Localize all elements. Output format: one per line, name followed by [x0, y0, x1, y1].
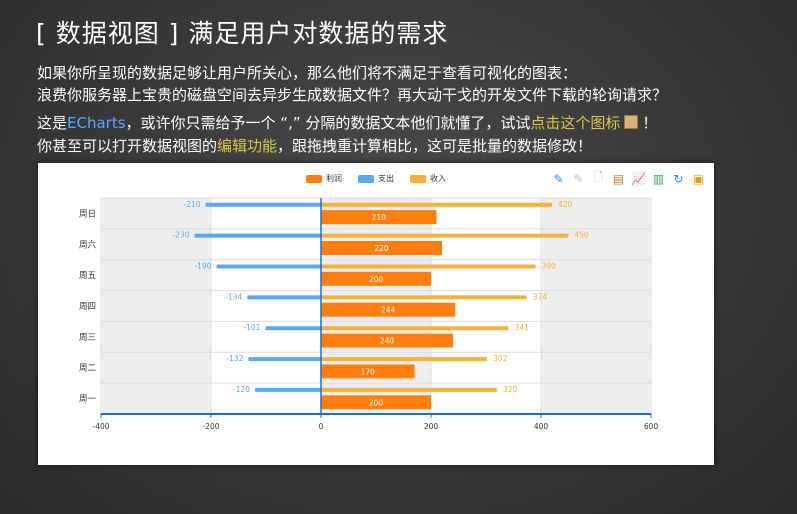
- expense-bar: [255, 387, 321, 392]
- category-label: 周日: [79, 209, 96, 219]
- legend-swatch: [306, 174, 322, 183]
- income-label: 341: [515, 323, 530, 332]
- legend-swatch: [410, 174, 426, 183]
- income-bar: [321, 202, 552, 207]
- profit-label: 240: [380, 337, 395, 346]
- expense-label: -132: [226, 354, 243, 363]
- profit-bar: [321, 333, 453, 348]
- edit-feature-link[interactable]: 编辑功能: [217, 137, 278, 155]
- expense-label: -101: [243, 323, 260, 332]
- legend-label: 利润: [326, 174, 342, 183]
- expense-bar: [265, 326, 321, 331]
- expense-bar: [205, 202, 321, 207]
- expense-label: -190: [194, 262, 211, 271]
- slide-title: [ 数据视图 ] 满足用户对数据的需求: [36, 19, 449, 48]
- split-area: [211, 198, 321, 414]
- legend-label: 收入: [430, 174, 446, 183]
- legend-item[interactable]: 收入: [410, 173, 446, 184]
- category-label: 周二: [79, 364, 97, 374]
- income-bar: [321, 326, 509, 331]
- try-icon-link[interactable]: 点击这个图标: [530, 114, 621, 132]
- profit-label: 244: [381, 306, 396, 315]
- legend-label: 支出: [378, 174, 394, 183]
- income-bar: [321, 264, 536, 269]
- mark-undo-icon[interactable]: ✎: [573, 171, 584, 186]
- expense-bar: [247, 295, 321, 300]
- x-tick-label: 400: [534, 422, 549, 431]
- expense-label: -230: [172, 231, 189, 240]
- category-label: 周五: [79, 271, 97, 281]
- intro-line-4-start: 你甚至可以打开数据视图的: [37, 137, 218, 155]
- mark-clear-icon[interactable]: 🗋: [593, 170, 604, 184]
- intro-line-3-end: ！: [642, 114, 658, 132]
- x-tick-label: 600: [644, 422, 659, 431]
- chart-toolbox: ✎ ✎ 🗋 ▤ 📈 ▥ ↻ ▣: [551, 170, 706, 186]
- profit-bar: [321, 210, 437, 225]
- save-image-icon[interactable]: ▣: [692, 171, 705, 186]
- profit-label: 170: [361, 367, 376, 376]
- income-bar: [321, 233, 569, 238]
- income-label: 320: [503, 385, 518, 394]
- x-tick-label: -200: [202, 422, 219, 431]
- split-area: [101, 198, 211, 414]
- restore-icon[interactable]: ↻: [673, 171, 684, 186]
- chart-legend: 利润 支出 收入: [38, 173, 714, 185]
- profit-bar: [321, 271, 431, 286]
- intro-line-3-middle: ，或许你只需给予一个 “,” 分隔的数据文本他们就懂了，试试: [125, 114, 531, 132]
- expense-bar: [216, 264, 321, 269]
- intro-line-4-end: ，跟拖拽重计算相比，这可是批量的数据修改！: [277, 137, 593, 155]
- profit-bar: [321, 395, 431, 410]
- income-label: 390: [542, 262, 557, 271]
- mark-icon[interactable]: ✎: [553, 171, 564, 186]
- income-label: 302: [493, 354, 508, 363]
- category-label: 周三: [79, 333, 96, 343]
- expense-label: -134: [225, 292, 242, 301]
- profit-bar: [321, 240, 442, 255]
- income-label: 450: [575, 231, 590, 240]
- x-tick-label: -400: [92, 422, 109, 431]
- chart-panel: 利润 支出 收入 ✎ ✎ 🗋 ▤ 📈 ▥ ↻ ▣ -120 320 200 周一 -132 3…: [38, 163, 714, 465]
- data-view-icon[interactable]: ▤: [612, 171, 625, 186]
- intro-line-1: 如果你所呈现的数据足够让用户所关心，那么他们将不满足于查看可视化的图表：: [37, 64, 578, 82]
- intro-line-3-start: 这是: [37, 114, 68, 132]
- profit-bar: [321, 302, 456, 317]
- intro-line-2: 浪费你服务器上宝贵的磁盘空间去异步生成数据文件？再大动干戈的开发文件下载的轮询请…: [37, 86, 668, 104]
- expense-bar: [248, 357, 321, 362]
- bar-chart: -120 320 200 周一 -132 302 170 周二 -101 341 240 周三 -134…: [79, 197, 659, 431]
- expense-bar: [194, 233, 321, 238]
- category-label: 周六: [79, 239, 97, 250]
- data-view-icon[interactable]: [624, 115, 639, 129]
- income-label: 374: [533, 292, 548, 301]
- profit-label: 220: [374, 244, 389, 253]
- expense-label: -120: [233, 385, 250, 394]
- income-bar: [321, 357, 488, 362]
- line-chart-icon[interactable]: 📈: [631, 171, 646, 186]
- x-tick-label: 200: [424, 422, 439, 431]
- income-bar: [321, 295, 527, 300]
- x-tick-label: 0: [319, 422, 324, 431]
- profit-label: 210: [372, 213, 387, 222]
- echarts-link[interactable]: ECharts: [67, 114, 126, 132]
- intro-line-4: 你甚至可以打开数据视图的编辑功能，跟拖拽重计算相比，这可是批量的数据修改！: [37, 135, 592, 156]
- bar-chart-icon[interactable]: ▥: [652, 171, 665, 186]
- income-bar: [321, 387, 497, 392]
- income-label: 420: [558, 200, 573, 209]
- legend-item[interactable]: 支出: [358, 173, 394, 184]
- category-label: 周一: [79, 395, 97, 405]
- category-label: 周四: [79, 302, 96, 312]
- legend-item[interactable]: 利润: [306, 173, 342, 184]
- legend-swatch: [358, 174, 374, 183]
- split-area: [541, 198, 651, 414]
- intro-line-3: 这是ECharts，或许你只需给予一个 “,” 分隔的数据文本他们就懂了，试试点…: [37, 112, 657, 133]
- profit-bar: [321, 364, 415, 379]
- profit-label: 200: [369, 275, 384, 284]
- expense-label: -210: [183, 200, 200, 209]
- profit-label: 200: [369, 398, 384, 407]
